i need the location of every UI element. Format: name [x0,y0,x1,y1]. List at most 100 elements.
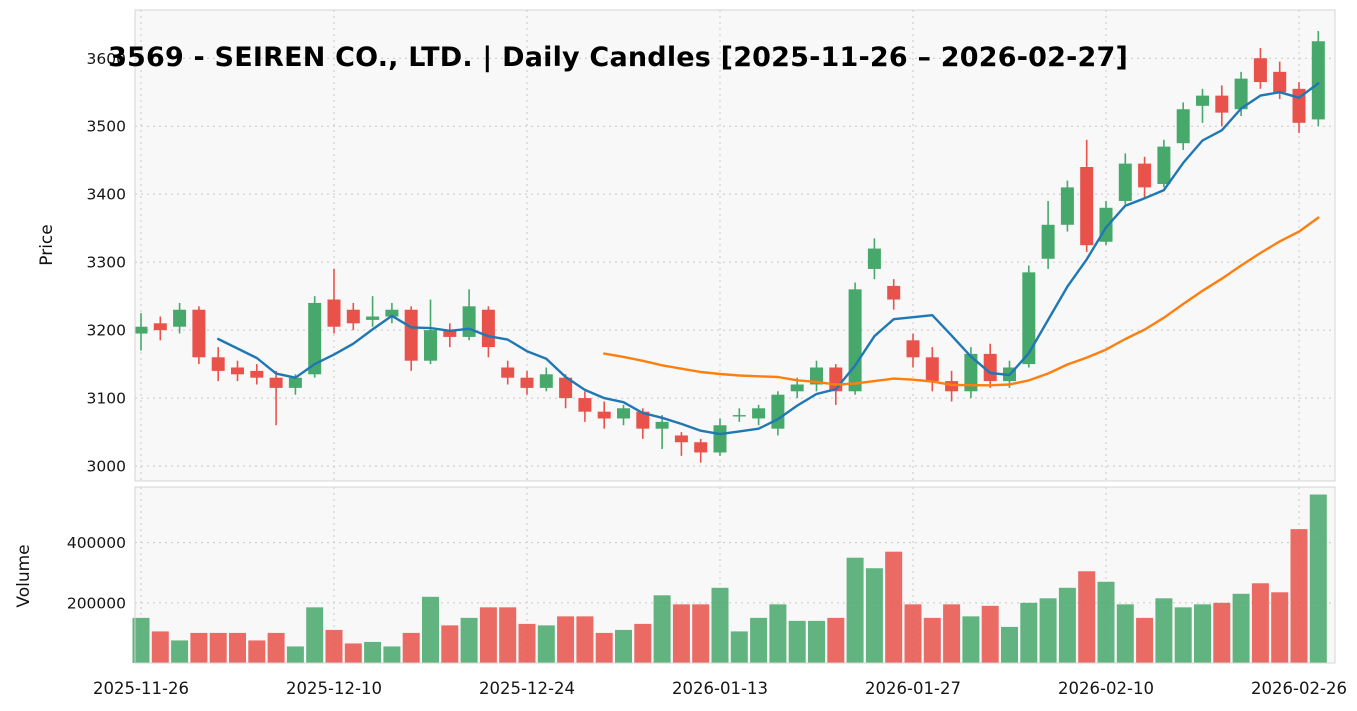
candle-body [848,289,862,392]
candle-body [308,302,322,375]
volume-bar [634,623,652,663]
candle-body [655,421,669,429]
candle-body [1253,58,1267,83]
candle-body [1022,272,1036,365]
volume-bar [441,625,459,663]
candle-body [539,374,553,388]
candle-body [752,408,766,419]
candle-body [694,442,708,453]
price-tick-label: 3300 [87,254,126,272]
volume-bar [229,632,246,663]
candle-body [173,309,187,327]
candle-body [192,309,206,358]
candle-body [385,309,399,317]
volume-bar [615,629,632,663]
volume-bar [692,604,710,663]
volume-bar [422,596,439,663]
sma-25-line [603,216,1320,387]
volume-bar [1116,604,1134,663]
candle-body [1041,224,1055,259]
volume-bar [479,607,497,663]
candle-body [559,377,573,399]
volume-bar [865,568,883,663]
candle-body [674,435,688,443]
candle-body [250,370,264,378]
volume-bar [171,640,189,663]
candle-body [134,326,148,334]
candle-body [906,340,920,358]
volume-bar [1232,593,1250,663]
price-tick-label: 3000 [87,458,126,476]
candle-body [1215,95,1229,113]
volume-bar [827,617,845,663]
volume-bar [576,616,594,663]
volume-bar [1001,626,1018,663]
date-tick-label: 2026-01-27 [865,679,961,698]
candle-body [732,415,746,417]
candle-body [810,367,823,385]
volume-bar [325,629,343,663]
volume-bar [151,631,169,663]
candle-body [1118,163,1132,201]
candle-body [867,248,881,269]
volume-bar [653,595,671,663]
volume-bar [344,643,362,663]
candle-body [790,384,804,392]
volume-bar [132,617,150,663]
volume-bar [769,604,787,663]
price-tick-label: 3500 [87,118,126,136]
candle-body [231,367,244,375]
volume-tick-label: 200000 [67,594,126,612]
volume-bar [383,646,401,663]
candle-body [269,377,283,388]
chart-render-root: 3000 3100 3200 3300 3400 3500 3600 200000 400000… [67,9,1347,698]
candle-body [501,367,515,378]
volume-bar [846,557,864,663]
date-tick-label: 2025-12-10 [286,679,382,698]
volume-bar [1155,598,1173,663]
volume-bar [962,616,980,663]
volume-bar [209,632,227,663]
candle-body [520,377,534,388]
volume-bars [132,494,1327,663]
candle-body [1157,146,1171,184]
date-tick-label: 2026-01-13 [672,679,768,698]
candle-body [327,299,341,327]
volume-bar [537,625,555,663]
volume-bar [672,604,690,663]
candle-body [1138,163,1152,188]
sma-5-line [216,82,1320,436]
volume-bar [1078,571,1096,663]
volume-bar [190,632,208,663]
grid-lines [135,10,1335,663]
volume-bar [1290,529,1308,663]
volume-bar [1136,617,1154,663]
candle-body [288,377,302,388]
volume-bar [1097,581,1115,663]
candle-body [1311,41,1325,120]
candle-body [404,309,418,361]
price-tick-label: 3200 [87,322,126,340]
candle-body [481,309,495,348]
candle-body [424,330,437,361]
volume-bar [1020,602,1038,663]
price-tick-label: 3400 [87,186,126,204]
volume-bar [286,646,304,663]
candle-body [366,316,380,320]
volume-bar [518,623,536,663]
date-tick-label: 2026-02-26 [1251,679,1347,698]
candle-body [346,309,360,324]
volume-axis-label: Volume [14,544,34,607]
volume-bar [750,617,768,663]
volume-bar [267,632,285,663]
date-tick-label: 2026-02-10 [1058,679,1154,698]
candle-body [1234,78,1248,110]
volume-bar [364,641,382,663]
volume-bar [557,616,575,663]
candle-body [1080,167,1094,246]
volume-bar [885,551,903,663]
volume-bar [904,604,922,663]
volume-bar [402,632,420,663]
